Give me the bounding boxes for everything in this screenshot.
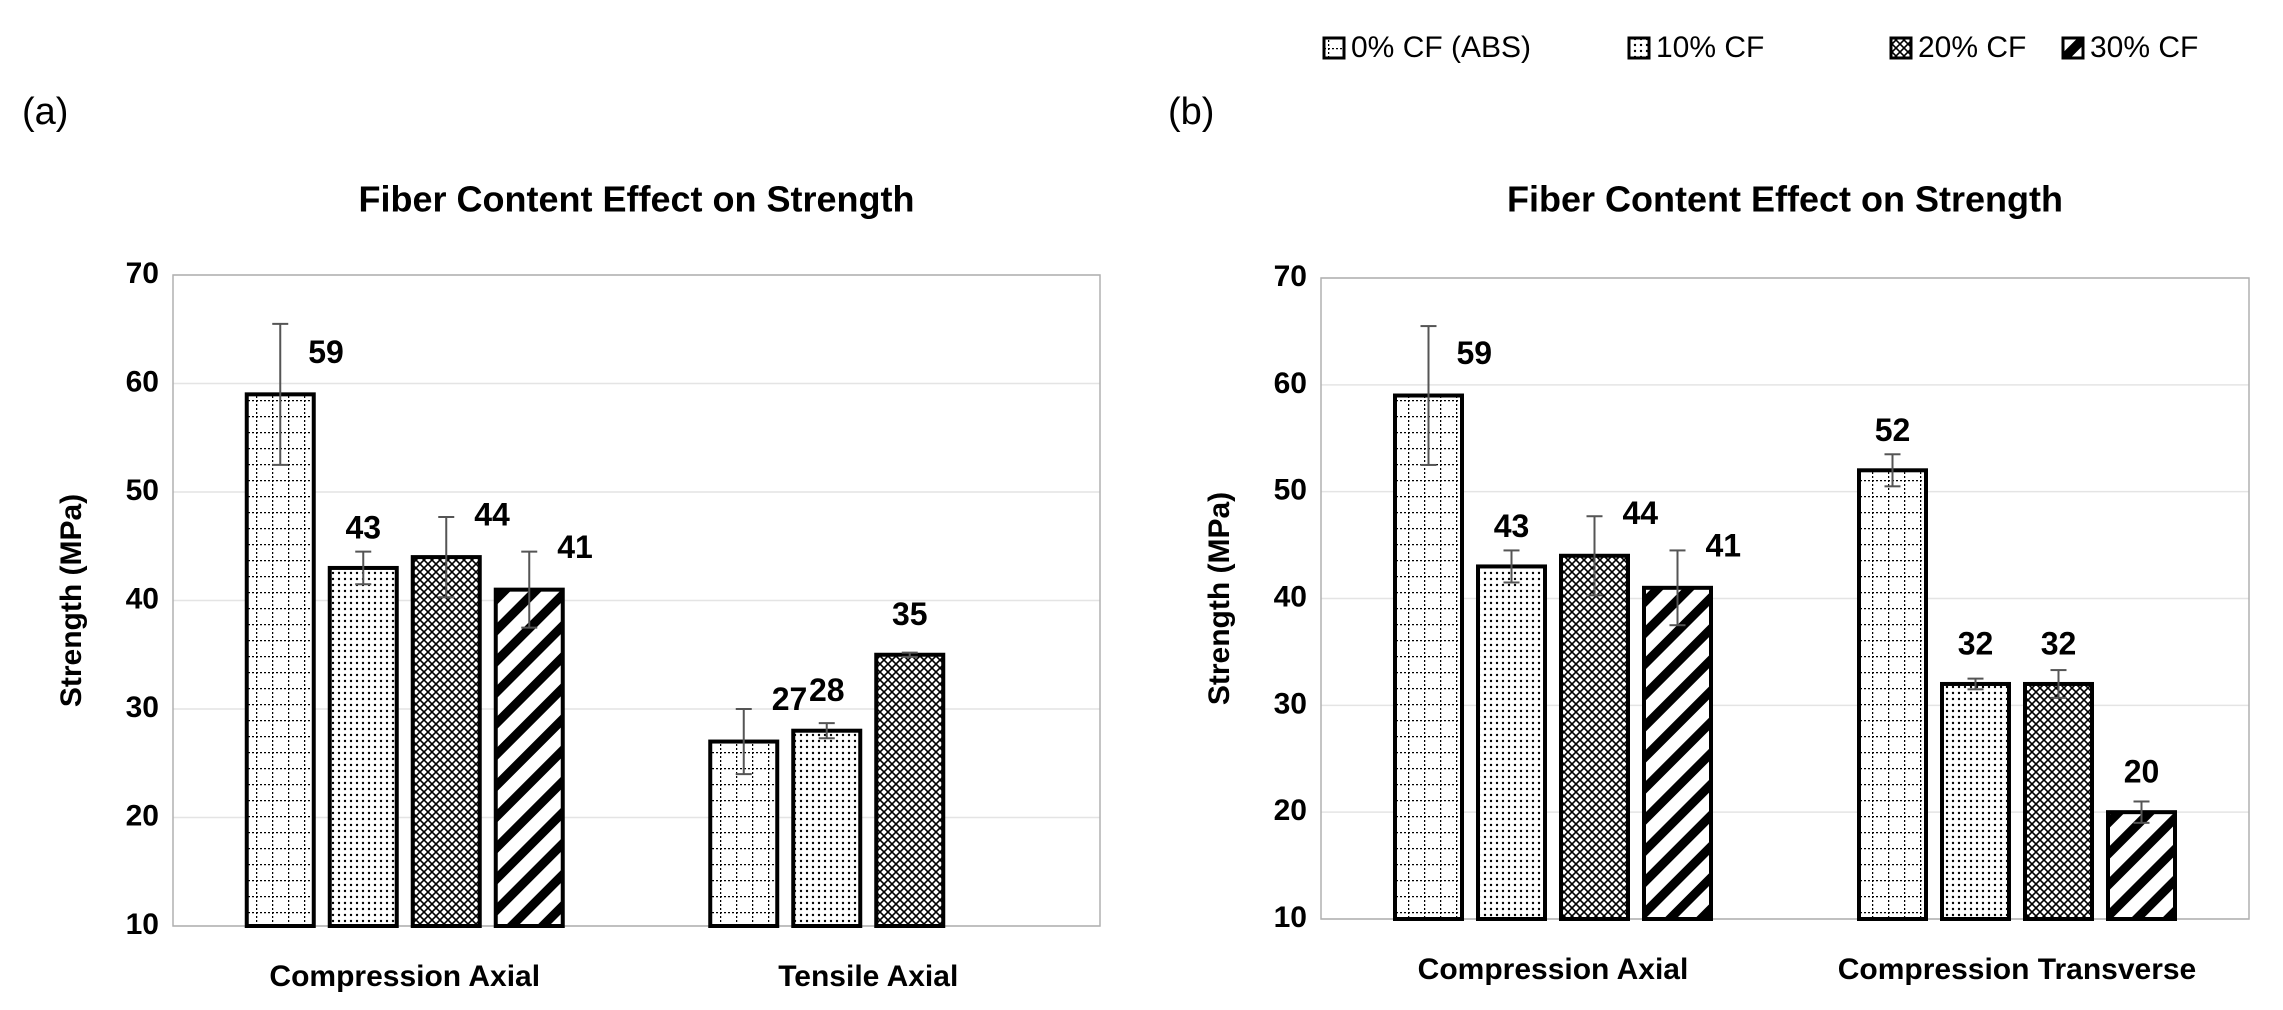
panel-label: (a): [22, 91, 68, 133]
y-tick-label: 20: [1274, 794, 1307, 827]
chart-title: Fiber Content Effect on Strength: [1507, 179, 2063, 220]
chart-title: Fiber Content Effect on Strength: [359, 179, 915, 220]
y-tick-label: 10: [126, 908, 159, 941]
y-tick-label: 70: [126, 257, 159, 290]
y-tick-label: 40: [126, 582, 159, 615]
panel-label: (b): [1168, 91, 1214, 133]
x-tick-label: Tensile Axial: [778, 960, 958, 993]
bar: [1559, 553, 1630, 921]
bar: [244, 392, 316, 929]
bar: [791, 728, 863, 929]
data-label: 35: [892, 596, 928, 632]
data-label: 59: [1457, 335, 1493, 371]
bar: [493, 587, 565, 929]
legend-label: 10% CF: [1656, 31, 1764, 64]
y-tick-label: 40: [1274, 580, 1307, 613]
data-label: 20: [2124, 754, 2160, 790]
bar: [410, 555, 482, 928]
bar: [2023, 681, 2094, 922]
data-label: 41: [557, 529, 593, 565]
data-label: 59: [308, 334, 344, 370]
legend-label: 0% CF (ABS): [1351, 31, 1531, 64]
y-tick-label: 50: [1274, 474, 1307, 507]
bar: [1393, 393, 1464, 921]
y-tick-label: 60: [126, 365, 159, 398]
data-label: 43: [345, 509, 381, 545]
data-label: 32: [2041, 625, 2077, 661]
data-label: 32: [1958, 625, 1994, 661]
bar: [1857, 468, 1928, 921]
data-label: 43: [1494, 508, 1530, 544]
bar: [2106, 810, 2177, 922]
data-label: 52: [1875, 412, 1911, 448]
bar: [1940, 681, 2011, 922]
data-label: 44: [1623, 495, 1659, 531]
plot-border: [172, 274, 1101, 927]
bar: [874, 652, 946, 928]
legend-swatch: [2061, 36, 2085, 60]
legend-label: 20% CF: [1918, 31, 2026, 64]
y-axis-label: Strength (MPa): [1203, 492, 1236, 705]
legend-swatch: [1889, 36, 1913, 60]
y-tick-label: 30: [1274, 687, 1307, 720]
data-label: 41: [1706, 527, 1742, 563]
data-label: 44: [474, 497, 510, 533]
bar: [1642, 585, 1713, 921]
y-tick-label: 70: [1274, 260, 1307, 293]
x-tick-label: Compression Transverse: [1838, 953, 2197, 986]
legend-swatch: [1627, 36, 1651, 60]
legend-label: 30% CF: [2090, 31, 2198, 64]
y-tick-label: 50: [126, 474, 159, 507]
x-tick-label: Compression Axial: [269, 960, 540, 993]
legend-swatch: [1322, 36, 1346, 60]
y-tick-label: 20: [126, 799, 159, 832]
plot-border: [1320, 277, 2250, 920]
y-axis-label: Strength (MPa): [55, 494, 88, 707]
y-tick-label: 10: [1274, 901, 1307, 934]
x-tick-label: Compression Axial: [1418, 953, 1689, 986]
data-label: 28: [809, 672, 845, 708]
bar: [1476, 564, 1547, 921]
data-label: 27: [772, 681, 808, 717]
y-tick-label: 30: [126, 691, 159, 724]
bar: [327, 565, 399, 928]
y-tick-label: 60: [1274, 367, 1307, 400]
